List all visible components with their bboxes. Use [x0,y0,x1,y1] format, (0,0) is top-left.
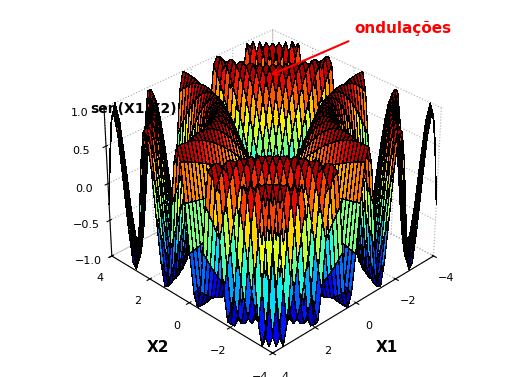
X-axis label: X1: X1 [376,340,398,355]
Y-axis label: X2: X2 [147,340,170,355]
Text: ondulações: ondulações [355,21,452,36]
Text: sen(X1.X2): sen(X1.X2) [90,102,177,116]
